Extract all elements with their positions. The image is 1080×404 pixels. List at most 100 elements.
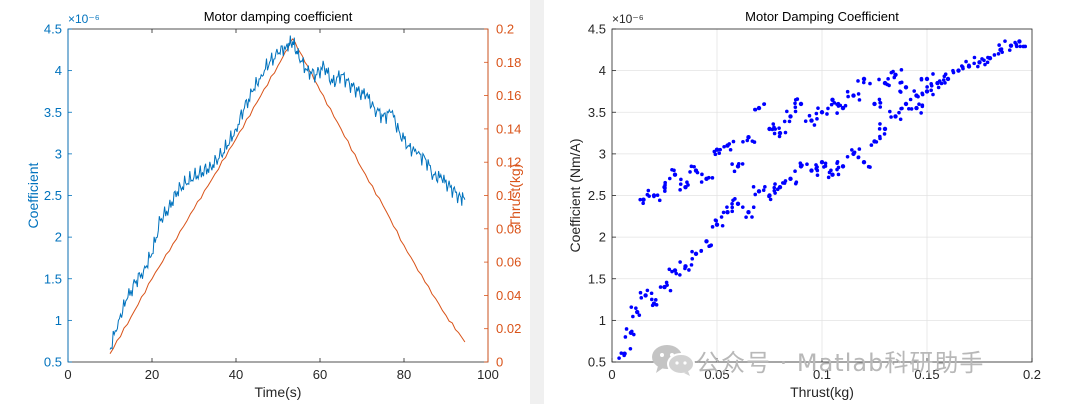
scatter-point (861, 160, 867, 165)
scatter-point (699, 248, 704, 253)
scatter-point (668, 288, 673, 293)
scatter-point (722, 144, 726, 149)
scatter-point (819, 110, 825, 115)
scatter-point (887, 83, 891, 88)
scatter-point (851, 93, 856, 98)
scatter-point (688, 170, 692, 174)
scatter-point (917, 102, 921, 107)
scatter-point (631, 314, 635, 319)
y-right-tick-label: 0.16 (496, 88, 521, 103)
scatter-point (823, 161, 828, 166)
scatter-point (683, 184, 688, 190)
scatter-point (777, 126, 781, 130)
y-right-tick-label: 0.14 (496, 121, 521, 136)
scatter-point (756, 189, 762, 194)
scatter-point (936, 85, 941, 90)
scatter-point (772, 131, 777, 136)
scatter-point (690, 249, 694, 254)
scatter-point (775, 187, 780, 192)
scatter-point (803, 119, 808, 123)
scatter-point (1021, 44, 1026, 49)
chart-right: 0 0.05 0.1 0.15 0.2 0.5 1 1.5 2 2.5 3 3.5 4 4.5 Motor … (567, 9, 1041, 400)
scatter-point (982, 58, 986, 63)
y-left-tick-label: 0.5 (44, 355, 62, 370)
y-right-tick-label: 0.04 (496, 288, 521, 303)
scatter-point (678, 182, 683, 186)
scatter-point (672, 168, 676, 173)
scatter-point (713, 218, 718, 222)
scatter-point (999, 47, 1004, 51)
scatter-point (645, 192, 650, 197)
scatter-point (667, 176, 672, 181)
scatter-point (768, 197, 773, 202)
y-tick-label: 0.5 (588, 355, 606, 370)
x-tick-label: 0.05 (704, 367, 729, 382)
y-tick-label: 1 (599, 313, 606, 328)
watermark: 公众号 · Matlab科研助手 (650, 342, 984, 378)
scatter-point (850, 148, 854, 152)
scatter-point (823, 164, 828, 168)
scatter-point (793, 109, 798, 114)
scatter-point (771, 122, 776, 126)
scatter-point (961, 66, 965, 71)
scatter-point (826, 106, 830, 111)
scatter-point (845, 89, 850, 94)
scatter-point (825, 112, 829, 116)
scatter-point (733, 197, 737, 201)
scatter-point (629, 305, 634, 309)
scatter-point (730, 202, 734, 206)
x-tick-label: 100 (477, 367, 499, 382)
scatter-point (830, 172, 835, 177)
scatter-point (663, 186, 667, 191)
scatter-point (763, 185, 767, 189)
scatter-point (903, 101, 909, 107)
x-tick-label: 0.15 (914, 367, 939, 382)
x-tick-label: 80 (397, 367, 411, 382)
y-left-tick-label: 2.5 (44, 188, 62, 203)
scatter-point (985, 60, 990, 65)
scatter-point (836, 104, 841, 108)
scatter-point (907, 106, 911, 111)
scatter-point (725, 205, 729, 209)
scatter-point (983, 62, 987, 67)
scatter-point (900, 106, 904, 111)
wechat-icon (652, 345, 695, 376)
scatter-point (720, 223, 725, 228)
scatter-point (967, 63, 971, 68)
scatter-point (637, 313, 642, 317)
scatter-point (746, 135, 751, 140)
scatter-point (751, 205, 756, 210)
y-left-axis-label: Coefficient (25, 162, 41, 228)
scatter-point (658, 285, 663, 289)
y-right-tick-label: 0.06 (496, 255, 521, 270)
scatter-point (721, 210, 726, 215)
scatter-point (730, 205, 735, 210)
scatter-point (649, 291, 654, 296)
scatter-point (819, 160, 825, 165)
scatter-point (678, 273, 682, 277)
scatter-point (937, 79, 942, 83)
panel-divider (530, 0, 544, 404)
scatter-point (713, 152, 718, 157)
scatter-point (719, 215, 724, 219)
scatter-point (772, 185, 777, 190)
scatter-point (663, 189, 667, 193)
scatter-point (951, 68, 955, 73)
scatter-point (814, 163, 818, 167)
scatter-point (809, 168, 814, 173)
scatter-point (883, 127, 888, 131)
scatter-point (700, 172, 704, 177)
scatter-point (929, 82, 933, 86)
scatter-point (964, 59, 968, 64)
y-left-tick-label: 1.5 (44, 271, 62, 286)
scatter-point (717, 151, 721, 156)
scatter-point (629, 329, 634, 334)
series-line-coefficient (109, 35, 466, 350)
scatter-point (807, 113, 812, 118)
y-tick-label: 4.5 (588, 22, 606, 37)
scatter-point (897, 110, 901, 115)
scatter-point (874, 140, 879, 144)
scatter-point (657, 198, 662, 203)
scatter-point (730, 209, 735, 214)
